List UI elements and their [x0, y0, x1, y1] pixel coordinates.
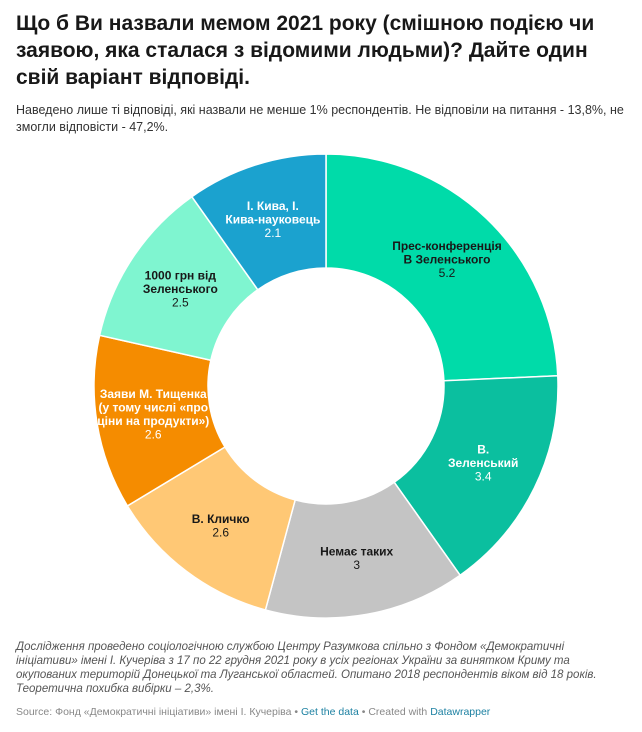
chart-footer: Source: Фонд «Демократичні ініціативи» і… — [16, 706, 628, 719]
slice-label-line: Немає таких — [320, 545, 393, 559]
slice-value: 3.4 — [475, 469, 492, 483]
slice-value: 3 — [353, 558, 360, 572]
slice-label-line: Прес-конференція — [392, 239, 502, 253]
chart-notes: Дослідження проведено соціологічною служ… — [16, 641, 597, 695]
slice-label-0: Прес-конференція В Зеленського 5.2 — [392, 239, 502, 280]
slice-label-4: Заяви М. Тищенка (у тому числі «про ціни н… — [97, 387, 209, 442]
separator: • — [291, 706, 302, 718]
slice-label-5: 1000 грн від Зеленського 2.5 — [143, 269, 218, 310]
datawrapper-link[interactable]: Datawrapper — [430, 706, 491, 718]
slice-label-line: 1000 грн від — [145, 269, 217, 283]
slice-label-line: І. Кива, І. — [247, 199, 299, 213]
chart-subtitle: Наведено лише ті відповіді, які назвали … — [16, 103, 624, 134]
slice-label-line: ціни на продукти») — [97, 414, 209, 428]
slice-label-6: І. Кива, І. Кива-науковець 2.1 — [225, 199, 320, 240]
slice-label-line: Кива-науковець — [225, 212, 320, 226]
slice-label-line: В Зеленського — [403, 253, 490, 267]
created-with-text: • Created with — [358, 706, 431, 718]
slice-label-line: Зеленського — [143, 282, 218, 296]
slice-6[interactable] — [190, 153, 327, 291]
slice-value: 2.6 — [212, 525, 229, 539]
slice-label-line: В. — [477, 442, 489, 456]
slice-label-line: (у тому числі «про — [99, 400, 209, 414]
slice-label-line: Заяви М. Тищенка — [100, 387, 207, 401]
get-data-link[interactable]: Get the data — [301, 706, 359, 718]
slice-label-3: В. Кличко 2.6 — [192, 512, 250, 540]
chart-title: Що б Ви назвали мемом 2021 року (смішною… — [16, 12, 595, 89]
slice-label-line: Зеленський — [448, 456, 518, 470]
slice-label-line: В. Кличко — [192, 512, 250, 526]
slice-value: 2.1 — [265, 226, 282, 240]
slice-value: 5.2 — [439, 266, 456, 280]
slice-value: 2.6 — [145, 427, 162, 441]
slice-value: 2.5 — [172, 296, 189, 310]
slices-group — [93, 153, 559, 619]
source-text: Source: Фонд «Демократичні ініціативи» і… — [16, 706, 292, 718]
labels-group: Прес-конференція В Зеленського 5.2В. Зеленс… — [97, 199, 518, 572]
slice-1[interactable] — [393, 375, 559, 577]
slice-label-2: Немає таких 3 — [320, 545, 393, 573]
slice-2[interactable] — [264, 481, 462, 619]
slice-label-1: В. Зеленський 3.4 — [448, 442, 518, 483]
slice-0[interactable] — [325, 153, 559, 382]
